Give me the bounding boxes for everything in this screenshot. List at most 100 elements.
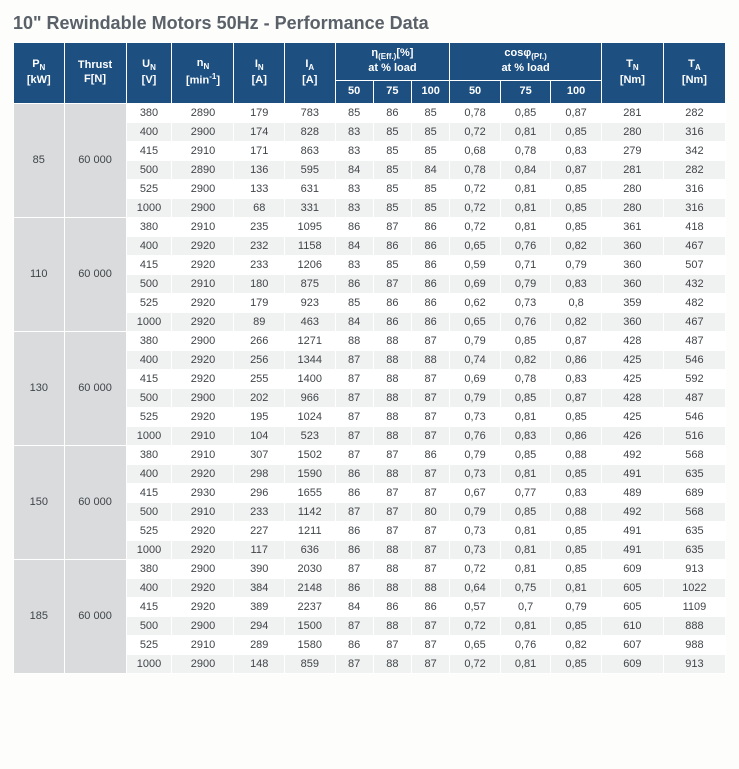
cell-value: 281 bbox=[601, 103, 663, 122]
cell-value: 2910 bbox=[172, 635, 234, 654]
cell-value: 2910 bbox=[172, 217, 234, 236]
cell-value: 595 bbox=[285, 160, 336, 179]
cell-value: 86 bbox=[412, 293, 450, 312]
cell-value: 0,85 bbox=[500, 388, 551, 407]
cell-value: 525 bbox=[126, 179, 172, 198]
cell-value: 0,57 bbox=[450, 597, 501, 616]
cell-value: 0,76 bbox=[500, 312, 551, 331]
cell-value: 84 bbox=[412, 160, 450, 179]
cell-value: 0,65 bbox=[450, 312, 501, 331]
cell-value: 1022 bbox=[663, 578, 725, 597]
cell-value: 0,77 bbox=[500, 483, 551, 502]
table-body: 8560 00038028901797838586850,780,850,872… bbox=[14, 103, 726, 673]
cell-pn: 85 bbox=[14, 103, 65, 217]
cell-value: 0,71 bbox=[500, 255, 551, 274]
cell-value: 0,73 bbox=[450, 521, 501, 540]
col-in: IN[A] bbox=[234, 43, 285, 104]
cell-value: 426 bbox=[601, 426, 663, 445]
cell-value: 389 bbox=[234, 597, 285, 616]
cell-value: 233 bbox=[234, 255, 285, 274]
cell-value: 0,72 bbox=[450, 616, 501, 635]
cell-value: 88 bbox=[373, 388, 411, 407]
cell-value: 84 bbox=[335, 312, 373, 331]
cell-value: 86 bbox=[335, 635, 373, 654]
cell-value: 0,79 bbox=[450, 502, 501, 521]
cell-value: 86 bbox=[335, 274, 373, 293]
cell-value: 0,81 bbox=[500, 464, 551, 483]
cell-value: 0,68 bbox=[450, 141, 501, 160]
cell-value: 331 bbox=[285, 198, 336, 217]
cell-value: 0,62 bbox=[450, 293, 501, 312]
cell-value: 1206 bbox=[285, 255, 336, 274]
cell-value: 86 bbox=[373, 236, 411, 255]
cell-value: 2890 bbox=[172, 103, 234, 122]
cell-value: 0,85 bbox=[500, 502, 551, 521]
cell-thrust: 60 000 bbox=[64, 445, 126, 559]
cell-value: 1142 bbox=[285, 502, 336, 521]
cell-value: 87 bbox=[412, 331, 450, 350]
cell-value: 2910 bbox=[172, 274, 234, 293]
cell-value: 88 bbox=[373, 331, 411, 350]
cell-value: 80 bbox=[412, 502, 450, 521]
cell-value: 2237 bbox=[285, 597, 336, 616]
cell-value: 0,84 bbox=[500, 160, 551, 179]
cell-value: 1211 bbox=[285, 521, 336, 540]
cell-value: 148 bbox=[234, 654, 285, 673]
cell-value: 2910 bbox=[172, 141, 234, 160]
cell-value: 609 bbox=[601, 559, 663, 578]
cell-value: 875 bbox=[285, 274, 336, 293]
cell-value: 85 bbox=[335, 103, 373, 122]
col-eff: η(Eff.)[%]at % load bbox=[335, 43, 450, 81]
cell-value: 0,73 bbox=[500, 293, 551, 312]
cell-value: 0,67 bbox=[450, 483, 501, 502]
cell-value: 85 bbox=[412, 198, 450, 217]
cell-value: 83 bbox=[335, 198, 373, 217]
cell-value: 0,86 bbox=[551, 350, 602, 369]
cell-thrust: 60 000 bbox=[64, 103, 126, 217]
cell-value: 689 bbox=[663, 483, 725, 502]
cell-value: 546 bbox=[663, 350, 725, 369]
col-eff-100: 100 bbox=[412, 80, 450, 103]
cell-value: 492 bbox=[601, 502, 663, 521]
cell-value: 88 bbox=[373, 369, 411, 388]
cell-value: 307 bbox=[234, 445, 285, 464]
cell-value: 380 bbox=[126, 331, 172, 350]
cell-value: 88 bbox=[373, 350, 411, 369]
cell-value: 89 bbox=[234, 312, 285, 331]
cell-value: 0,7 bbox=[500, 597, 551, 616]
cell-value: 415 bbox=[126, 597, 172, 616]
cell-value: 0,76 bbox=[500, 236, 551, 255]
cell-value: 296 bbox=[234, 483, 285, 502]
cell-value: 179 bbox=[234, 103, 285, 122]
cell-value: 0,87 bbox=[551, 331, 602, 350]
cell-value: 0,69 bbox=[450, 369, 501, 388]
cell-value: 428 bbox=[601, 331, 663, 350]
cell-value: 0,81 bbox=[500, 122, 551, 141]
cell-value: 86 bbox=[412, 255, 450, 274]
cell-value: 0,76 bbox=[500, 635, 551, 654]
cell-value: 359 bbox=[601, 293, 663, 312]
cell-value: 500 bbox=[126, 616, 172, 635]
cell-value: 1095 bbox=[285, 217, 336, 236]
cell-value: 605 bbox=[601, 597, 663, 616]
cell-value: 0,85 bbox=[551, 464, 602, 483]
cell-value: 390 bbox=[234, 559, 285, 578]
cell-value: 489 bbox=[601, 483, 663, 502]
cell-value: 988 bbox=[663, 635, 725, 654]
cell-value: 2920 bbox=[172, 521, 234, 540]
cell-value: 360 bbox=[601, 255, 663, 274]
cell-value: 491 bbox=[601, 540, 663, 559]
cell-value: 828 bbox=[285, 122, 336, 141]
cell-value: 87 bbox=[373, 445, 411, 464]
cell-value: 635 bbox=[663, 464, 725, 483]
table-row: 8560 00038028901797838586850,780,850,872… bbox=[14, 103, 726, 122]
cell-value: 87 bbox=[373, 217, 411, 236]
cell-value: 294 bbox=[234, 616, 285, 635]
cell-value: 0,82 bbox=[551, 236, 602, 255]
cell-value: 525 bbox=[126, 407, 172, 426]
cell-value: 1000 bbox=[126, 540, 172, 559]
cell-value: 1024 bbox=[285, 407, 336, 426]
cell-pn: 130 bbox=[14, 331, 65, 445]
cell-value: 2920 bbox=[172, 407, 234, 426]
cell-value: 87 bbox=[412, 407, 450, 426]
